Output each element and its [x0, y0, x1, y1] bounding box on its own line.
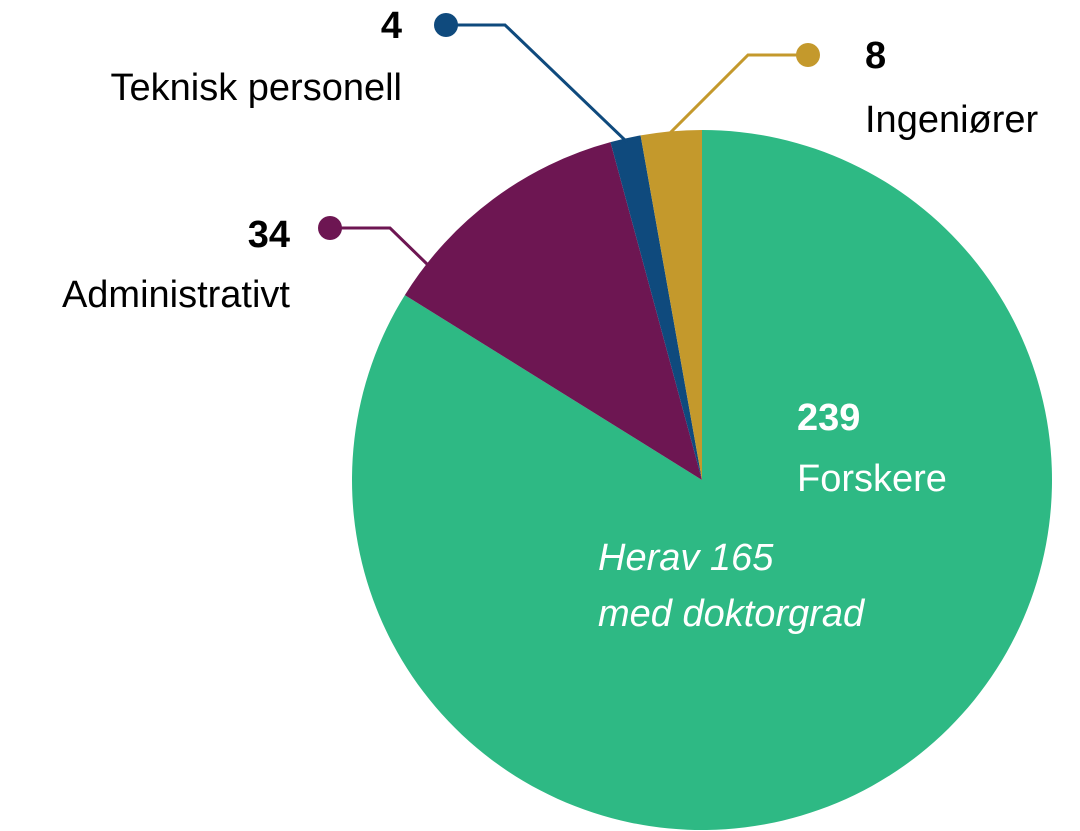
category-label: Ingeniører	[865, 99, 1039, 141]
pie-slice	[404, 142, 702, 480]
value-label: 8	[865, 35, 886, 77]
leader-dot	[434, 13, 458, 37]
annotation: Herav 165	[598, 537, 774, 579]
value-label: 4	[381, 5, 402, 47]
leader-dot	[796, 43, 820, 67]
category-label: Teknisk personell	[111, 67, 402, 109]
pie-slice	[640, 130, 702, 480]
leader-line	[666, 53, 808, 137]
category-label: Forskere	[797, 458, 947, 500]
category-label: Administrativt	[62, 274, 290, 316]
annotation: med doktorgrad	[598, 593, 866, 635]
value-label: 239	[797, 397, 860, 439]
leader-line	[446, 23, 629, 144]
pie-slice	[610, 135, 702, 481]
leader-dot	[318, 216, 342, 240]
leader-line	[330, 226, 430, 267]
value-label: 34	[248, 214, 290, 256]
pie-slice	[352, 130, 1053, 830]
